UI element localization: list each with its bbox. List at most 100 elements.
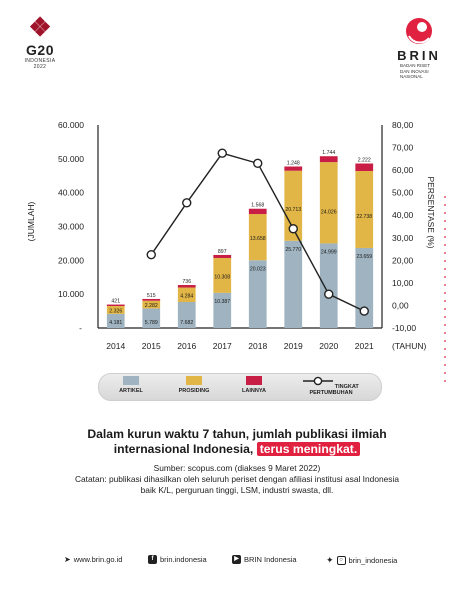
brin-subtitle-2: DAN INOVASI NASIONAL	[400, 68, 429, 80]
bar-lainnya	[355, 163, 374, 172]
bar-prosiding	[319, 162, 338, 244]
growth-point	[217, 148, 227, 158]
y2-tick-label: 0,00	[392, 300, 409, 310]
data-label-prosiding: 2.326	[109, 308, 122, 314]
bar-prosiding	[213, 257, 232, 293]
g20-emblem-icon: ❖	[28, 13, 52, 43]
data-label-prosiding: 24.026	[321, 209, 337, 215]
data-label-lainnya: 2.222	[358, 158, 371, 164]
cursor-icon: ➤	[64, 555, 71, 564]
publication-chart: - 10.000 20.000 30.000 40.000 50.000 60.000 -10…	[26, 120, 436, 351]
footer-youtube[interactable]: ▶ BRIN Indonesia	[232, 555, 297, 564]
y-tick-label: 10.000	[58, 289, 84, 299]
x-tick-label: 2014	[106, 341, 125, 351]
plot-area	[98, 125, 382, 328]
y2-tick-label: -10,00	[392, 323, 416, 333]
data-label-prosiding: 10.308	[214, 274, 230, 280]
footer-web-text: www.brin.go.id	[73, 555, 123, 564]
growth-point	[182, 198, 192, 208]
bar-artikel	[142, 308, 161, 328]
instagram-icon: ○	[336, 556, 346, 565]
x-axis-title: (TAHUN)	[392, 341, 426, 351]
legend-label-artikel: ARTIKEL	[119, 388, 143, 394]
data-label-prosiding: 22.738	[356, 214, 372, 220]
legend-item-prosiding: PROSIDING	[169, 376, 219, 394]
growth-point	[253, 158, 263, 169]
footer-web[interactable]: ➤ www.brin.go.id	[64, 555, 122, 564]
y-axis-title: (JUMLAH)	[26, 202, 36, 242]
data-label-artikel: 20.023	[250, 266, 266, 272]
data-label-artikel: 7.682	[180, 320, 193, 326]
legend-label-prosiding: PROSIDING	[178, 388, 210, 394]
source-note: Sumber: scopus.com (diakses 9 Maret 2022…	[153, 463, 321, 473]
data-label-lainnya: 1.568	[251, 203, 264, 209]
bar-artikel	[319, 243, 338, 328]
footer-social[interactable]: ✦ ○ brin_indonesia	[326, 555, 397, 566]
y2-tick-label: 80,00	[392, 120, 414, 130]
data-label-lainnya: 1.744	[322, 150, 335, 156]
data-label-artikel: 5.789	[145, 320, 158, 326]
data-label-prosiding: 20.713	[285, 207, 301, 213]
bar-artikel	[106, 313, 125, 328]
data-label-artikel: 4.181	[109, 320, 122, 326]
g20-logo: ❖ G20 INDONESIA 2022	[18, 13, 62, 70]
y2-tick-label: 20,00	[392, 255, 414, 265]
data-label-lainnya: 1.248	[287, 161, 300, 167]
y-tick-label: 50.000	[58, 154, 84, 164]
data-label-prosiding: 4.284	[180, 293, 193, 299]
headline-line-1: Dalam kurun waktu 7 tahun, jumlah publik…	[87, 427, 387, 441]
legend-symbol-growth	[303, 376, 334, 386]
headline-line-2-text: internasional Indonesia,	[113, 442, 254, 456]
bar-artikel	[248, 260, 267, 328]
x-tick-label: 2020	[319, 341, 338, 351]
y2-tick-label: 40,00	[392, 210, 414, 220]
y-tick-label: 20.000	[58, 255, 84, 265]
bar-artikel	[213, 292, 232, 328]
x-tick-label: 2021	[355, 341, 374, 351]
decorative-dots	[442, 190, 448, 388]
g20-country: INDONESIA	[24, 58, 56, 64]
bar-prosiding	[177, 287, 196, 303]
brin-subtitle-1: BADAN RISET	[400, 63, 431, 68]
footnote: Catatan: publikasi dihasilkan oleh selur…	[74, 474, 400, 495]
g20-wordmark: G20	[26, 42, 54, 58]
y2-tick-label: 10,00	[392, 278, 414, 288]
y2-axis-title: PERSENTASE (%)	[426, 176, 436, 248]
bar-lainnya	[213, 254, 232, 258]
youtube-icon: ▶	[232, 555, 241, 564]
headline: Dalam kurun waktu 7 tahun, jumlah publik…	[0, 427, 474, 457]
x-tick-label: 2019	[284, 341, 303, 351]
growth-point	[359, 306, 369, 316]
footer-facebook[interactable]: f brin.indonesia	[148, 555, 207, 564]
headline-highlight: terus meningkat.	[256, 442, 361, 456]
y-tick-label: 30.000	[58, 222, 84, 232]
legend-swatch-prosiding	[186, 376, 202, 385]
legend-label-lainnya: LAINNYA	[242, 388, 266, 394]
g20-year: 2022	[33, 64, 47, 70]
bar-lainnya	[177, 285, 196, 288]
brin-emblem-icon	[406, 18, 432, 44]
footer-youtube-text: BRIN Indonesia	[244, 555, 297, 564]
x-tick-label: 2017	[213, 341, 232, 351]
data-label-prosiding: 2.282	[145, 303, 158, 309]
y2-tick-label: 60,00	[392, 165, 414, 175]
bar-prosiding	[248, 214, 267, 261]
data-label-artikel: 24.999	[321, 249, 337, 255]
data-label-lainnya: 515	[147, 293, 156, 299]
footer: ➤ www.brin.go.id f brin.indonesia ▶ BRIN…	[0, 555, 474, 569]
y-tick-label: 60.000	[58, 120, 84, 130]
facebook-icon: f	[148, 555, 157, 564]
data-label-lainnya: 736	[182, 279, 191, 285]
growth-point	[146, 249, 156, 260]
x-tick-label: 2016	[177, 341, 196, 351]
legend-item-lainnya: LAINNYA	[231, 376, 277, 394]
legend-item-growth: TINGKAT PERTUMBUHAN	[285, 376, 377, 396]
bar-artikel	[284, 240, 303, 328]
bar-prosiding	[106, 305, 125, 314]
y-tick-label: 40.000	[58, 188, 84, 198]
chart-legend: ARTIKEL PROSIDING LAINNYA TINGKAT PERTUM…	[98, 373, 382, 401]
x-tick-label: 2018	[248, 341, 267, 351]
data-label-artikel: 10.387	[214, 299, 230, 305]
bar-lainnya	[142, 298, 161, 301]
legend-swatch-artikel	[123, 376, 139, 385]
